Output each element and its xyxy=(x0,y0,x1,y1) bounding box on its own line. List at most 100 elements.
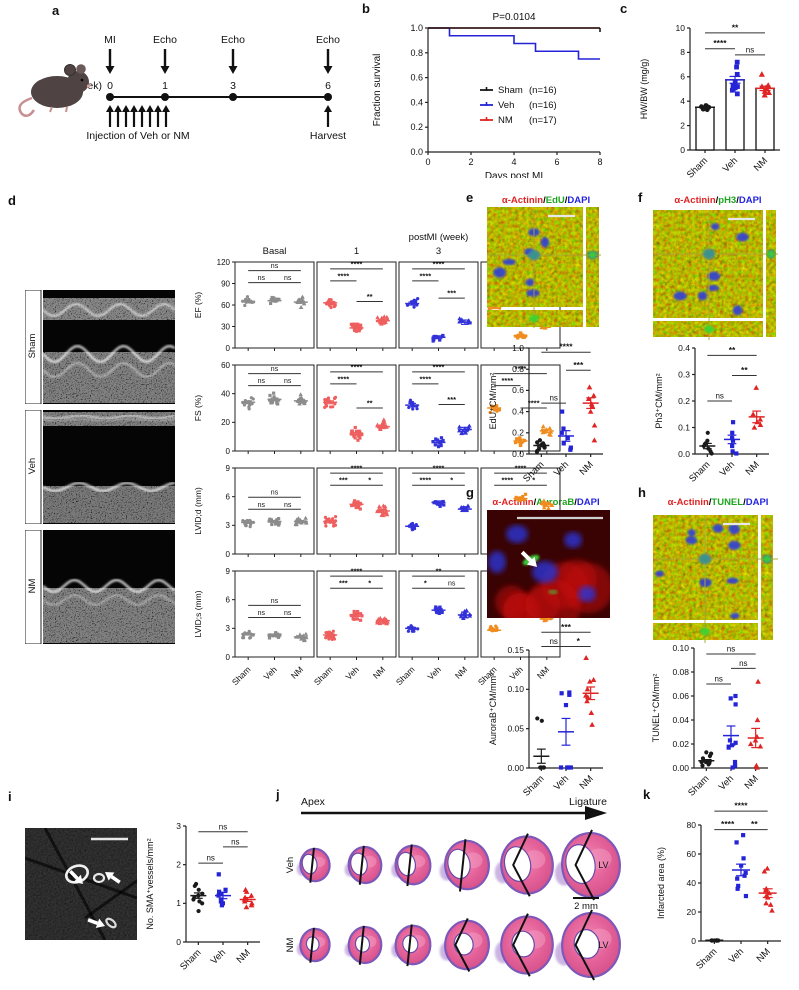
y-tick-label: 0.3 xyxy=(678,369,690,379)
tunel-label: TUNEL xyxy=(711,497,744,508)
p-value-label: P=0.0104 xyxy=(492,12,536,23)
y-tick-label: 6 xyxy=(680,72,685,82)
data-point xyxy=(333,395,338,399)
x-group-label: Veh xyxy=(552,459,571,478)
y-tick-label: 0 xyxy=(691,936,696,946)
y-axis-label: No. SMA⁺vessels/mm² xyxy=(145,838,155,929)
data-point xyxy=(352,328,357,332)
panel-i-scatter: 0 1 2 3 ns ns ns No. SMA⁺vessels/mm² Sham Veh NM xyxy=(144,806,268,990)
y-tick-label: 0.2 xyxy=(512,428,524,438)
up-arrow-icon xyxy=(162,105,170,112)
data-point xyxy=(333,402,337,406)
sig-label: **** xyxy=(337,271,349,280)
data-point xyxy=(354,505,359,510)
data-point xyxy=(353,499,357,503)
data-point xyxy=(591,437,598,443)
data-point xyxy=(245,295,250,299)
data-point xyxy=(411,407,415,411)
scatter-group-nm xyxy=(539,423,554,437)
y-tick-label: 80 xyxy=(687,820,697,830)
data-point xyxy=(248,636,252,640)
data-point xyxy=(431,439,435,444)
legend-n: (n=17) xyxy=(529,115,557,126)
data-point xyxy=(767,901,774,907)
up-arrow-icon xyxy=(146,105,154,112)
svg-text:1.0: 1.0 xyxy=(410,23,423,33)
scatter-group-nm xyxy=(457,423,472,436)
echo-parameter-grid: postMI (week)Basal136EF (%)0306090120nsn… xyxy=(193,232,561,687)
data-point xyxy=(539,718,544,723)
x-group-label: Sham xyxy=(178,947,203,972)
data-point xyxy=(375,315,380,320)
nucleus xyxy=(707,284,720,291)
apex-label: Apex xyxy=(301,796,326,808)
data-point xyxy=(516,336,520,340)
data-point xyxy=(381,314,387,319)
sig-label: * xyxy=(577,636,581,646)
harvest-label: Harvest xyxy=(310,130,346,142)
data-point xyxy=(441,333,445,338)
data-point xyxy=(298,305,304,310)
data-point xyxy=(375,422,380,427)
panel-b-survival-chart: 0.0 0.2 0.4 0.6 0.8 1.0 0 2 4 6 8 P=0.0104 Sham (n=16… xyxy=(368,6,613,183)
sig-label: ** xyxy=(436,567,442,576)
y-tick-label: 0.15 xyxy=(507,645,524,655)
data-point xyxy=(587,408,594,414)
data-point xyxy=(754,717,761,723)
sep: / xyxy=(574,497,577,508)
svg-text:30: 30 xyxy=(221,322,230,331)
y-axis-label: Fraction survival xyxy=(372,54,383,127)
panel-j-heart-sections: Apex Ligature Veh LV NM LV 2 mm xyxy=(285,795,660,990)
data-point xyxy=(700,763,705,768)
actinin-label: α-Actinin xyxy=(492,497,534,508)
panel-d-label: d xyxy=(8,193,16,208)
panel-h-scatter: 0.00 0.02 0.04 0.06 0.08 0.10 ns ns ns TUNEL⁺CM/m… xyxy=(650,620,778,803)
data-point xyxy=(333,515,338,519)
data-point xyxy=(331,629,335,633)
data-point xyxy=(381,417,387,422)
sig-label: ns xyxy=(271,598,279,605)
data-point xyxy=(243,303,247,308)
scatter-group-sham xyxy=(705,938,724,943)
data-point xyxy=(732,763,738,768)
scatter-group-sham xyxy=(405,521,420,532)
data-point xyxy=(761,91,768,98)
scatter-group-veh xyxy=(349,425,364,442)
legend-n: (n=16) xyxy=(529,100,557,111)
x-group-label: NM xyxy=(578,773,596,791)
scatter-group-sham xyxy=(405,624,420,633)
event-mi-label: MI xyxy=(104,34,116,46)
infarct-boundary xyxy=(574,909,595,981)
data-point xyxy=(270,522,274,527)
svg-text:20: 20 xyxy=(221,418,230,427)
data-point xyxy=(753,384,760,390)
data-point xyxy=(558,765,564,770)
panel-f-title: α-Actinin/pH3/DAPI xyxy=(648,196,788,206)
nucleus xyxy=(728,540,741,551)
y-axis-label: TUNEL⁺CM/mm² xyxy=(651,674,661,743)
scatter-group-veh xyxy=(558,690,574,770)
x-group-label: Veh xyxy=(425,664,443,682)
infarct-boundary xyxy=(309,927,315,963)
pointer-arrow-icon xyxy=(520,550,537,567)
grid-col-header: postMI (week) xyxy=(409,232,469,243)
data-point xyxy=(541,498,547,503)
svg-text:0: 0 xyxy=(425,157,430,167)
data-point xyxy=(197,899,202,904)
x-group-label: Veh xyxy=(727,946,746,965)
y-tick-label: 0.0 xyxy=(678,449,690,459)
data-point xyxy=(730,765,735,770)
data-point xyxy=(583,692,589,698)
data-point xyxy=(193,881,199,887)
svg-text:60: 60 xyxy=(221,361,230,370)
legend-item-veh: Veh (n=16) xyxy=(480,100,557,111)
data-point xyxy=(541,765,546,770)
up-arrow-icon xyxy=(324,105,332,112)
data-point xyxy=(748,741,754,747)
confocal-aurorab xyxy=(487,510,614,635)
panel-h-confocal-image xyxy=(653,515,778,648)
data-point xyxy=(565,765,570,770)
echo-row-label: NM xyxy=(27,579,38,594)
